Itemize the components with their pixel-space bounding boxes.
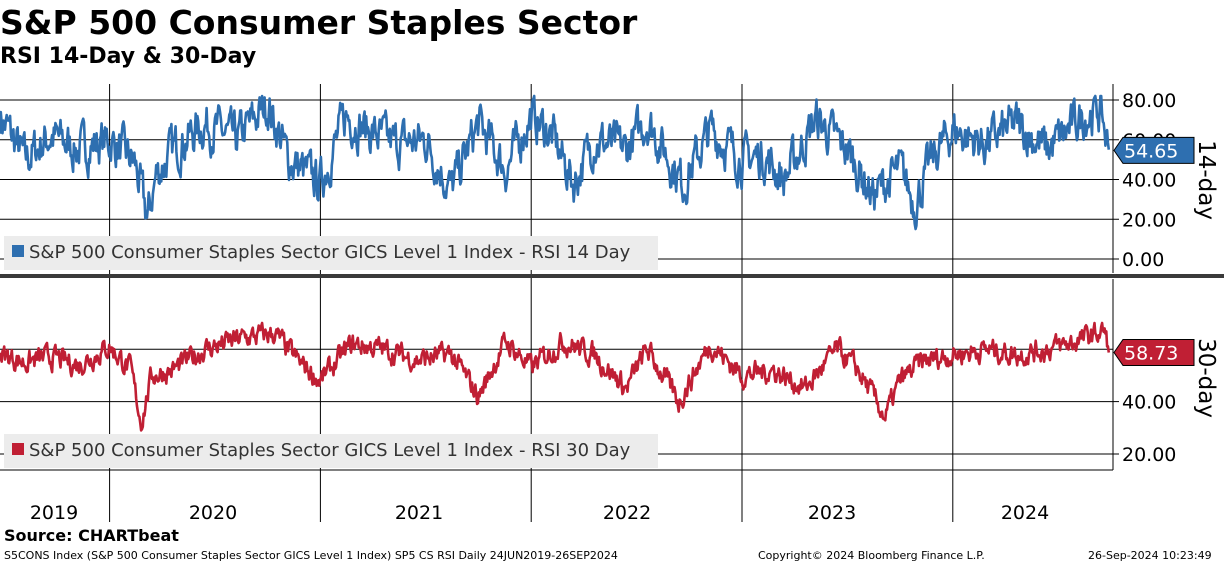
ytick-label-rsi14: 20.00: [1122, 209, 1176, 231]
rsi14-series-line: [0, 94, 1111, 231]
last-value-label-rsi30: 58.73: [1124, 343, 1178, 365]
ytick-label-rsi30: 20.00: [1122, 444, 1176, 466]
last-value-tag-rsi30: [1113, 339, 1195, 367]
xaxis-year-label: 2020: [189, 502, 237, 524]
legend-rsi30-label: S&P 500 Consumer Staples Sector GICS Lev…: [29, 440, 631, 461]
source-label: Source: CHARTbeat: [4, 526, 179, 545]
xaxis-year-label: 2021: [395, 502, 443, 524]
yaxis-title-rsi30: 30-day: [1193, 338, 1219, 418]
yaxis-title-rsi14: 14-day: [1193, 140, 1219, 220]
xaxis-year-label: 2022: [603, 502, 651, 524]
last-value-tag-rsi14: [1113, 136, 1195, 164]
rsi30-series-line: [0, 321, 1111, 432]
ytick-label-rsi14: 40.00: [1122, 170, 1176, 192]
panel-divider: [0, 274, 1224, 278]
legend-rsi14-swatch: [12, 245, 24, 257]
ytick-label-rsi30: 40.00: [1122, 392, 1176, 414]
xaxis-year-label: 2024: [1001, 502, 1049, 524]
chart-canvas: S&P 500 Consumer Staples Sector GICS Lev…: [0, 84, 1224, 524]
legend-rsi14-box: [4, 236, 658, 270]
xaxis-year-label: 2019: [30, 502, 78, 524]
chart-subtitle: RSI 14-Day & 30-Day: [0, 44, 257, 69]
ytick-label-rsi14: 80.00: [1122, 90, 1176, 112]
footer-timestamp: 26-Sep-2024 10:23:49: [1088, 549, 1212, 562]
footer-copyright: Copyright© 2024 Bloomberg Finance L.P.: [758, 549, 985, 562]
footer-index-description: S5CONS Index (S&P 500 Consumer Staples S…: [4, 549, 618, 562]
last-value-label-rsi14: 54.65: [1124, 140, 1178, 162]
xaxis-year-label: 2023: [808, 502, 856, 524]
legend-rsi30-box: [4, 434, 658, 468]
ytick-label-rsi14: 0.00: [1122, 249, 1164, 271]
chart-title: S&P 500 Consumer Staples Sector: [0, 3, 638, 42]
legend-rsi30-swatch: [12, 443, 24, 455]
legend-rsi14-label: S&P 500 Consumer Staples Sector GICS Lev…: [29, 242, 631, 263]
